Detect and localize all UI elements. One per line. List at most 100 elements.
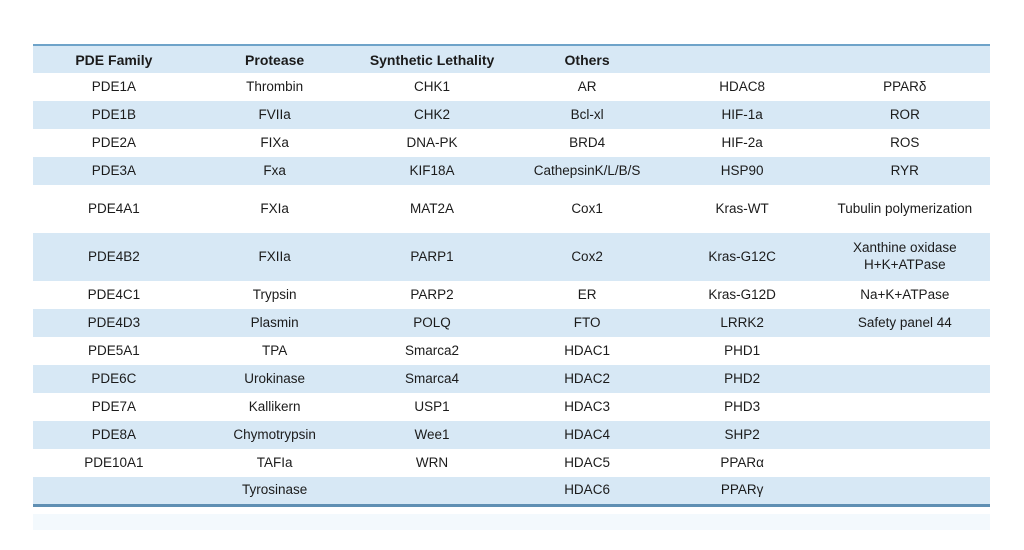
- table-row: PDE6C Urokinase Smarca4 HDAC2 PHD2: [33, 365, 990, 393]
- table-row: PDE10A1 TAFIa WRN HDAC5 PPARα: [33, 449, 990, 477]
- table-row: PDE4C1 Trypsin PARP2 ER Kras-G12D Na+K+ATPase: [33, 281, 990, 309]
- table-cell: PDE8A: [33, 421, 195, 449]
- column-header-others-3: [819, 45, 990, 73]
- table-cell: TPA: [194, 337, 355, 365]
- table-cell: Thrombin: [194, 73, 355, 101]
- table-cell: HIF-2a: [664, 129, 820, 157]
- table-cell: PHD3: [664, 393, 820, 421]
- table-cell: SHP2: [664, 421, 820, 449]
- table-cell: USP1: [354, 393, 510, 421]
- table-cell: HIF-1a: [664, 101, 820, 129]
- targets-table: PDE Family Protease Synthetic Lethality Oth…: [33, 44, 990, 507]
- table-cell: MAT2A: [354, 185, 510, 233]
- table-cell: AR: [509, 73, 665, 101]
- table-cell: PDE4C1: [33, 281, 195, 309]
- table-cell: Xanthine oxidase H+K+ATPase: [819, 233, 990, 281]
- table-cell: BRD4: [509, 129, 665, 157]
- table-row: PDE5A1 TPA Smarca2 HDAC1 PHD1: [33, 337, 990, 365]
- table-cell: PDE4A1: [33, 185, 195, 233]
- table-cell: [819, 449, 990, 477]
- table-cell: HDAC8: [664, 73, 820, 101]
- table-body: PDE1A Thrombin CHK1 AR HDAC8 PPARδ PDE1B FVIIa C…: [33, 73, 990, 505]
- table-cell: Na+K+ATPase: [819, 281, 990, 309]
- table-cell: PDE1A: [33, 73, 195, 101]
- table-cell: POLQ: [354, 309, 510, 337]
- table-cell: PHD2: [664, 365, 820, 393]
- table-cell: CathepsinK/L/B/S: [509, 157, 665, 185]
- table-cell: Kras-G12C: [664, 233, 820, 281]
- table-cell: PPARα: [664, 449, 820, 477]
- table-cell: PPARγ: [664, 477, 820, 505]
- table-cell: PDE1B: [33, 101, 195, 129]
- table-cell: Cox2: [509, 233, 665, 281]
- table-cell: Tyrosinase: [194, 477, 355, 505]
- table-cell: [819, 337, 990, 365]
- table-cell: CHK2: [354, 101, 510, 129]
- table-header: PDE Family Protease Synthetic Lethality Oth…: [33, 45, 990, 73]
- column-header-others: Others: [509, 45, 665, 73]
- table-cell: HDAC1: [509, 337, 665, 365]
- table-cell: HDAC6: [509, 477, 665, 505]
- table-cell: ER: [509, 281, 665, 309]
- table-cell: LRRK2: [664, 309, 820, 337]
- table-cell: Kallikern: [194, 393, 355, 421]
- table-cell: PARP2: [354, 281, 510, 309]
- column-header-others-2: [664, 45, 820, 73]
- table-cell: DNA-PK: [354, 129, 510, 157]
- table-cell: PDE2A: [33, 129, 195, 157]
- table-cell: HDAC2: [509, 365, 665, 393]
- table-cell: [819, 365, 990, 393]
- table-cell: [33, 477, 195, 505]
- table-cell: HDAC3: [509, 393, 665, 421]
- table-header-row: PDE Family Protease Synthetic Lethality Oth…: [33, 45, 990, 73]
- table-cell: RYR: [819, 157, 990, 185]
- table-cell: Chymotrypsin: [194, 421, 355, 449]
- table-row: PDE1B FVIIa CHK2 Bcl-xl HIF-1a ROR: [33, 101, 990, 129]
- table-cell: Tubulin polymerization: [819, 185, 990, 233]
- table-cell: PDE10A1: [33, 449, 195, 477]
- table-cell: Kras-WT: [664, 185, 820, 233]
- table-cell: [819, 421, 990, 449]
- table-cell: KIF18A: [354, 157, 510, 185]
- table-row: PDE7A Kallikern USP1 HDAC3 PHD3: [33, 393, 990, 421]
- table-cell: PDE4B2: [33, 233, 195, 281]
- table-cell: PDE5A1: [33, 337, 195, 365]
- column-header-protease: Protease: [194, 45, 355, 73]
- table-cell: Plasmin: [194, 309, 355, 337]
- table-cell: HDAC5: [509, 449, 665, 477]
- table-cell: FXIa: [194, 185, 355, 233]
- table-cell: HSP90: [664, 157, 820, 185]
- table-cell: [819, 477, 990, 505]
- table-cell: PDE4D3: [33, 309, 195, 337]
- table-cell: Trypsin: [194, 281, 355, 309]
- table-row: PDE8A Chymotrypsin Wee1 HDAC4 SHP2: [33, 421, 990, 449]
- table-row: PDE2A FIXa DNA-PK BRD4 HIF-2a ROS: [33, 129, 990, 157]
- table-cell: ROR: [819, 101, 990, 129]
- table-row: PDE1A Thrombin CHK1 AR HDAC8 PPARδ: [33, 73, 990, 101]
- table-cell: Wee1: [354, 421, 510, 449]
- column-header-synthetic-lethality: Synthetic Lethality: [354, 45, 510, 73]
- table-cell: [819, 393, 990, 421]
- table-cell: Fxa: [194, 157, 355, 185]
- table-cell: TAFIa: [194, 449, 355, 477]
- table-row: PDE4A1 FXIa MAT2A Cox1 Kras-WT Tubulin polyme…: [33, 185, 990, 233]
- table-cell: Kras-G12D: [664, 281, 820, 309]
- column-header-pde-family: PDE Family: [33, 45, 195, 73]
- table-cell: Safety panel 44: [819, 309, 990, 337]
- table-footer-strip: [33, 514, 990, 530]
- table-cell: PPARδ: [819, 73, 990, 101]
- table-cell: [354, 477, 510, 505]
- table-cell: Cox1: [509, 185, 665, 233]
- table-cell: ROS: [819, 129, 990, 157]
- table-cell: HDAC4: [509, 421, 665, 449]
- table-cell: FVIIa: [194, 101, 355, 129]
- table-cell: FIXa: [194, 129, 355, 157]
- table-cell: PARP1: [354, 233, 510, 281]
- table-row: Tyrosinase HDAC6 PPARγ: [33, 477, 990, 505]
- table-row: PDE4D3 Plasmin POLQ FTO LRRK2 Safety panel 44: [33, 309, 990, 337]
- table-cell: FXIIa: [194, 233, 355, 281]
- table-cell: Urokinase: [194, 365, 355, 393]
- table-cell: PDE6C: [33, 365, 195, 393]
- table-row: PDE4B2 FXIIa PARP1 Cox2 Kras-G12C Xanthine ox…: [33, 233, 990, 281]
